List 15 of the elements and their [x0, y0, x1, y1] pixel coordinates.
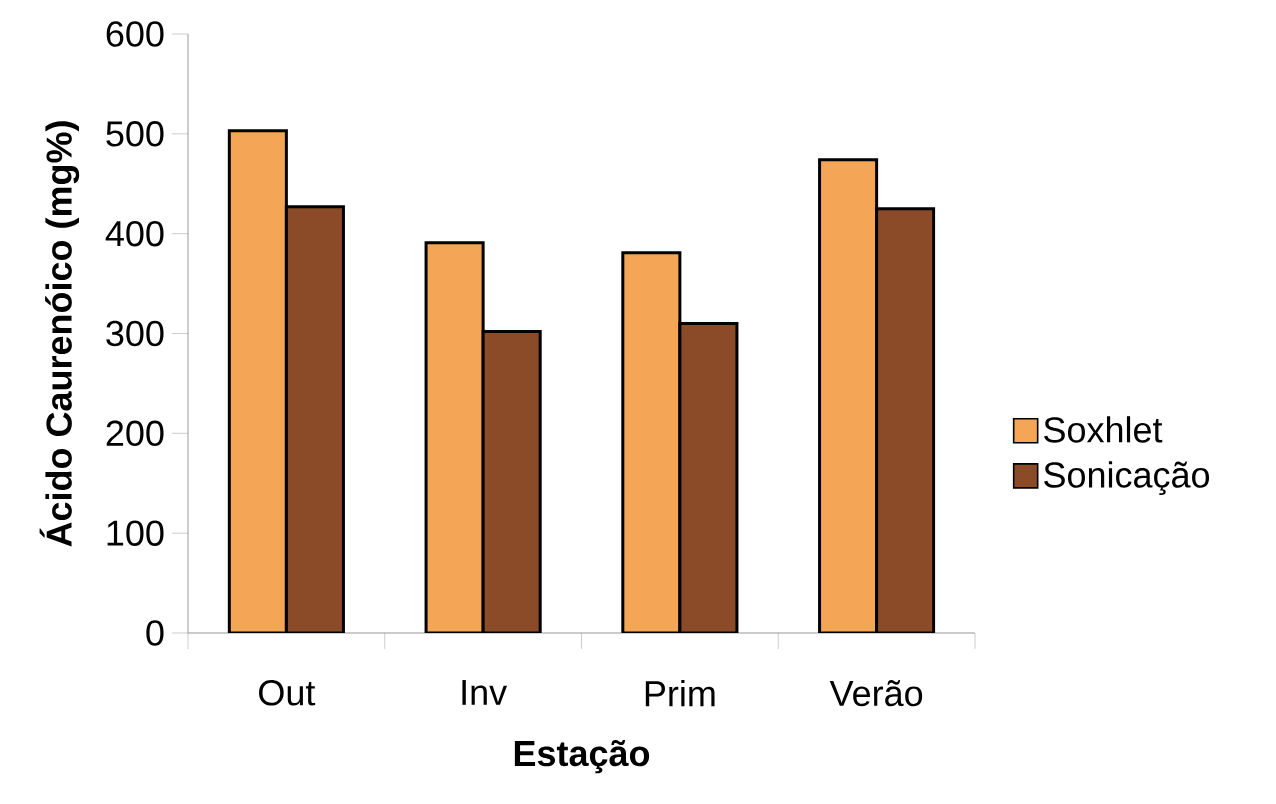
y-tick-label: 0 [146, 620, 164, 646]
y-tick-label: 500 [106, 121, 164, 147]
x-tick-label: Prim [645, 680, 715, 707]
y-tick-label: 600 [106, 21, 164, 47]
y-tick-label: 200 [106, 420, 164, 447]
legend-label: Sonicação [1044, 461, 1210, 495]
x-tick-label: Verão [829, 680, 923, 707]
x-tick-label: Inv [462, 680, 508, 705]
legend-label: Soxhlet [1044, 416, 1163, 443]
y-tick-label: 300 [106, 320, 164, 347]
y-tick-label: 100 [107, 520, 164, 546]
x-tick-label: Out [259, 680, 316, 706]
y-tick-label: 400 [105, 220, 164, 247]
y-axis-title: Ácido Caurenóico (mg%) [39, 121, 80, 547]
x-axis-title: Estação [514, 739, 650, 774]
